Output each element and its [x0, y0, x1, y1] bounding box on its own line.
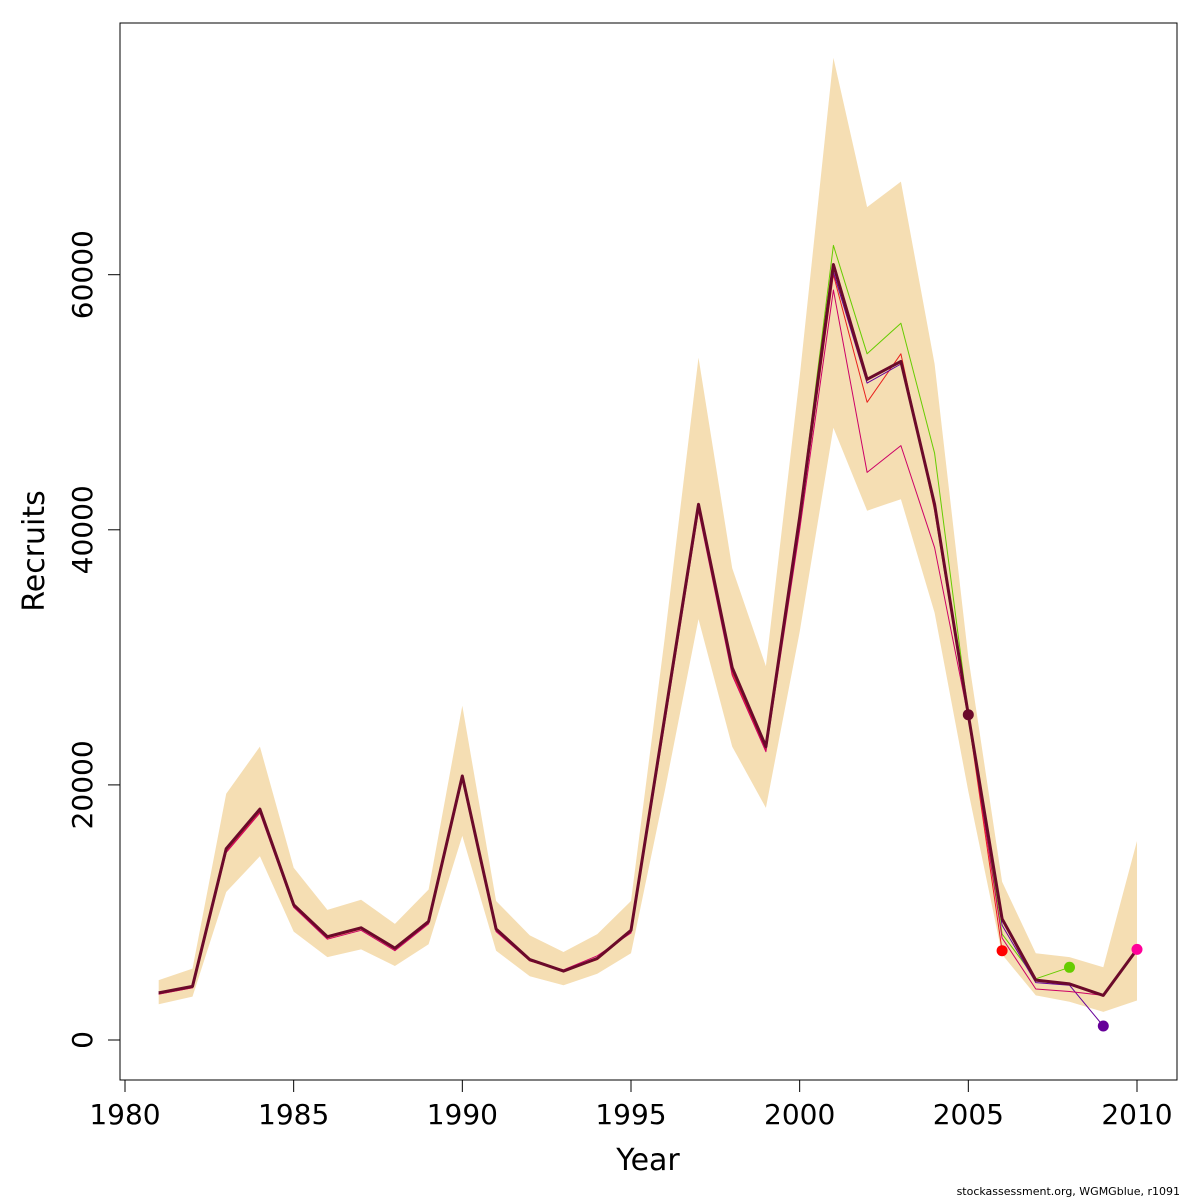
y-tick-label-0: 0 — [66, 1031, 99, 1049]
endpoint-marker-2009 — [1097, 1020, 1109, 1032]
y-axis: 0 20000 40000 60000 — [66, 230, 121, 1049]
x-tick-label-2005: 2005 — [933, 1098, 1004, 1131]
endpoint-marker-2005 — [962, 709, 974, 721]
x-tick-label-2010: 2010 — [1101, 1098, 1172, 1131]
endpoint-marker-2006 — [996, 945, 1008, 957]
x-tick-label-1990: 1990 — [427, 1098, 498, 1131]
x-tick-label-2000: 2000 — [764, 1098, 835, 1131]
y-axis-title: Recruits — [17, 490, 52, 612]
x-tick-label-1980: 1980 — [89, 1098, 160, 1131]
endpoint-marker-2010 — [1131, 943, 1143, 955]
x-tick-label-1985: 1985 — [258, 1098, 329, 1131]
y-tick-label-40000: 40000 — [66, 485, 99, 574]
main-estimate-line — [158, 263, 1139, 997]
x-tick-label-1995: 1995 — [595, 1098, 666, 1131]
confidence-band — [158, 57, 1137, 1012]
y-tick-label-60000: 60000 — [66, 230, 99, 319]
x-axis-title: Year — [615, 1143, 680, 1178]
x-axis: 1980 1985 1990 1995 2000 2005 2010 — [89, 1079, 1173, 1131]
y-tick-label-20000: 20000 — [66, 740, 99, 829]
footer-credit: stockassessment.org, WGMGblue, r1091 — [956, 1185, 1180, 1198]
plot-area — [158, 57, 1143, 1032]
endpoint-marker-2008 — [1064, 961, 1075, 973]
